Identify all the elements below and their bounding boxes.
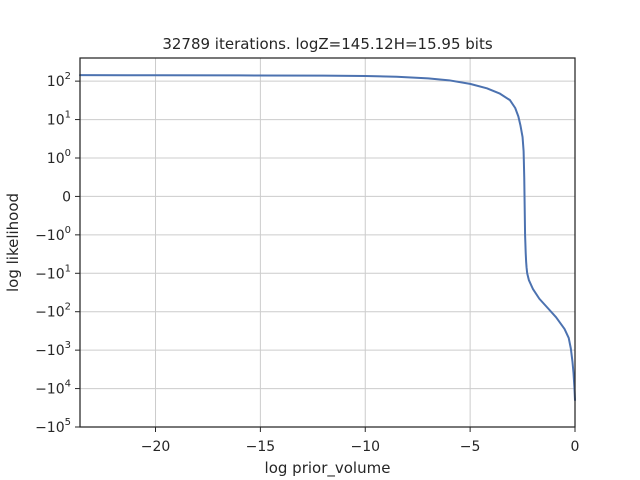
y-tick-label: 100 — [47, 148, 71, 167]
chart-title: 32789 iterations. logZ=145.12H=15.95 bit… — [162, 35, 493, 53]
y-tick-label: −102 — [35, 302, 71, 321]
y-tick-label: −101 — [35, 263, 71, 282]
plot-area — [79, 74, 576, 402]
x-axis-title: log prior_volume — [265, 459, 391, 478]
x-axis: −20 −15 −10 −5 0 — [141, 427, 580, 455]
y-tick-label: −105 — [35, 417, 71, 436]
y-tick-label: −104 — [35, 379, 71, 398]
y-tick-label: −100 — [35, 225, 71, 244]
x-tick-label: 0 — [571, 439, 580, 455]
x-tick-label: −15 — [246, 439, 276, 455]
y-tick-label: 0 — [62, 189, 71, 205]
y-tick-label: 102 — [47, 71, 71, 90]
y-axis-title: log likelihood — [4, 193, 22, 292]
plot-frame — [79, 57, 576, 428]
y-tick-label: 101 — [47, 110, 71, 129]
x-tick-label: −20 — [141, 439, 171, 455]
y-axis: 102 101 100 0 −100 −101 −102 −103 −104 −105 — [35, 71, 80, 436]
y-tick-label: −103 — [35, 340, 71, 359]
x-tick-label: −5 — [460, 439, 481, 455]
grid-lines — [80, 58, 576, 428]
x-tick-label: −10 — [350, 439, 380, 455]
likelihood-series-line — [79, 74, 576, 402]
